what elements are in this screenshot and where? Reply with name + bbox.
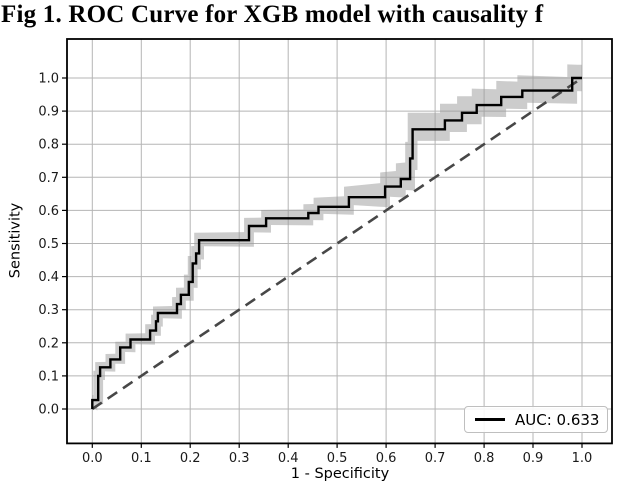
y-axis-label: Sensitivity [7, 202, 24, 279]
y-tick-label: 0.7 [38, 171, 59, 186]
y-tick-label: 0.5 [38, 237, 59, 252]
y-tick-label: 0.2 [38, 336, 59, 351]
y-tick-label: 0.6 [38, 204, 59, 219]
x-tick-label: 0.8 [474, 451, 495, 466]
x-tick-label: 0.4 [278, 451, 299, 466]
x-tick-label: 0.0 [82, 451, 103, 466]
figure-title: Fig 1. ROC Curve for XGB model with caus… [1, 1, 544, 28]
y-tick-label: 0.8 [38, 138, 59, 153]
axes-spines [66, 38, 613, 445]
chance-diagonal-line [91, 76, 583, 411]
y-tick-label: 0.0 [38, 403, 59, 418]
x-tick-label: 0.2 [180, 451, 201, 466]
x-tick-label: 0.9 [523, 451, 544, 466]
x-tick-label: 0.7 [425, 451, 446, 466]
legend-line-sample [475, 418, 505, 421]
legend-box: AUC: 0.633 [464, 406, 608, 433]
x-axis-label: 1 - Specificity [290, 466, 390, 482]
x-tick-label: 1.0 [572, 451, 593, 466]
y-tick-label: 0.9 [38, 105, 59, 120]
y-tick-label: 0.3 [38, 303, 59, 318]
roc-curve [91, 76, 582, 409]
x-tick-label: 0.5 [327, 451, 348, 466]
y-tick-label: 1.0 [38, 72, 59, 87]
confidence-band [92, 64, 583, 411]
y-tick-label: 0.1 [38, 369, 59, 384]
x-tick-label: 0.3 [229, 451, 250, 466]
x-tick-label: 0.1 [131, 451, 152, 466]
y-tick-label: 0.4 [38, 270, 59, 285]
legend-auc-label: AUC: 0.633 [515, 410, 600, 429]
x-tick-label: 0.6 [376, 451, 397, 466]
